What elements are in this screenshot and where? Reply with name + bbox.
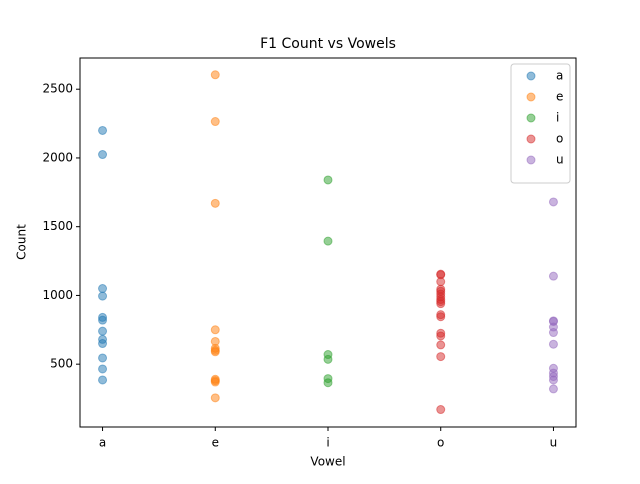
point [98, 375, 108, 385]
point [210, 117, 220, 127]
point [436, 352, 446, 362]
point [436, 277, 446, 287]
legend-marker [526, 155, 536, 165]
legend-marker [526, 113, 536, 123]
point [323, 378, 333, 388]
point [210, 393, 220, 403]
point [436, 312, 446, 322]
point [98, 291, 108, 301]
point [98, 284, 108, 294]
point [98, 339, 108, 349]
point [98, 353, 108, 363]
legend-label: u [556, 153, 564, 167]
y-tick-label: 2000 [42, 150, 73, 164]
x-tick-label: a [99, 436, 106, 450]
point [548, 197, 558, 207]
x-axis-label: Vowel [310, 455, 345, 469]
x-tick-label: u [550, 436, 558, 450]
y-tick-label: 1500 [42, 219, 73, 233]
point [548, 271, 558, 281]
x-tick-label: o [437, 436, 444, 450]
point [548, 375, 558, 385]
legend-marker [526, 71, 536, 81]
point [548, 384, 558, 394]
legend-box [510, 63, 571, 184]
point [210, 198, 220, 208]
x-tick-label: e [212, 436, 219, 450]
legend-marker [526, 92, 536, 102]
point [436, 331, 446, 341]
legend-marker [526, 134, 536, 144]
point [98, 326, 108, 336]
legend-label: i [556, 111, 559, 125]
point [210, 347, 220, 357]
point [210, 377, 220, 387]
point [323, 236, 333, 246]
legend-label: o [556, 132, 563, 146]
point [210, 70, 220, 80]
point [323, 175, 333, 185]
legend-label: e [556, 90, 563, 104]
legend-label: a [556, 69, 563, 83]
y-tick-label: 1000 [42, 288, 73, 302]
y-tick-label: 2500 [42, 82, 73, 96]
point [98, 315, 108, 325]
chart-title: F1 Count vs Vowels [260, 36, 396, 52]
point [436, 405, 446, 415]
point [323, 354, 333, 364]
point [436, 340, 446, 350]
y-tick-label: 500 [50, 357, 73, 371]
point [548, 339, 558, 349]
x-tick-label: i [326, 436, 329, 450]
point [210, 325, 220, 335]
point [436, 299, 446, 309]
point [98, 150, 108, 160]
point [548, 328, 558, 338]
y-axis-label: Count [15, 224, 29, 260]
point [98, 364, 108, 374]
point [98, 125, 108, 135]
